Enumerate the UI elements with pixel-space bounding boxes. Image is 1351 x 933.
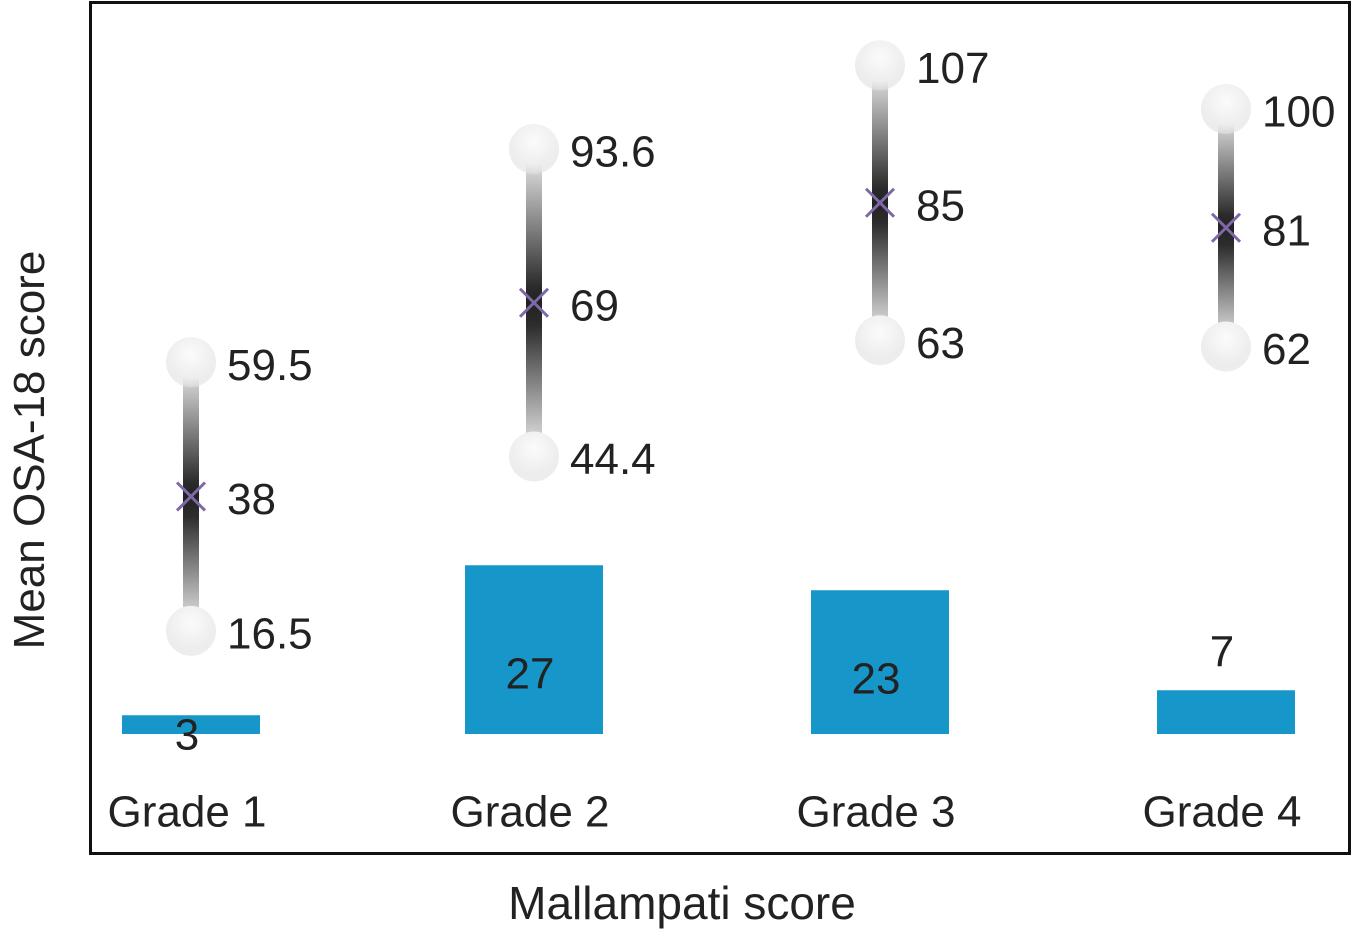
range-mean-label: 69 [570, 281, 619, 330]
mean-marker [864, 187, 896, 218]
bar-value-label: 23 [852, 655, 901, 704]
bar-value-label: 7 [1210, 628, 1234, 677]
range-min-label: 16.5 [227, 610, 313, 659]
range-mean-label: 85 [916, 181, 965, 230]
range-max-label: 100 [1262, 88, 1335, 137]
x-axis-label: Mallampati score [508, 877, 856, 929]
x-tick-label: Grade 3 [797, 788, 956, 837]
bar-1 [122, 715, 260, 734]
range-min-label: 44.4 [570, 435, 656, 484]
range-mean-label: 38 [227, 475, 276, 524]
range-min-marker [855, 315, 905, 366]
mean-marker [175, 481, 207, 512]
plot-frame [89, 1, 1351, 855]
bar-3 [811, 590, 949, 734]
x-tick-label: Grade 1 [108, 788, 267, 837]
range-max-marker [166, 337, 216, 388]
range-max-label: 93.6 [570, 128, 656, 177]
range-max-marker [509, 124, 559, 174]
range-max-label: 107 [916, 44, 989, 93]
bar-value-label: 27 [506, 650, 555, 699]
y-axis-label: Mean OSA-18 score [5, 250, 54, 650]
range-mean-label: 81 [1262, 206, 1311, 255]
x-tick-label: Grade 4 [1143, 788, 1302, 837]
bar-2 [465, 565, 603, 734]
range-min-marker [1201, 321, 1251, 372]
range-max-marker [855, 40, 905, 91]
bar-value-label: 3 [175, 711, 199, 760]
range-min-marker [166, 605, 216, 656]
mean-marker [1210, 212, 1242, 243]
range-min-label: 62 [1262, 325, 1311, 374]
range-max-label: 59.5 [227, 341, 313, 390]
mean-marker [518, 287, 550, 318]
bar-4 [1157, 690, 1295, 734]
range-max-marker [1201, 84, 1251, 134]
range-min-marker [509, 431, 559, 482]
range-min-label: 63 [916, 319, 965, 368]
x-tick-label: Grade 2 [451, 788, 610, 837]
